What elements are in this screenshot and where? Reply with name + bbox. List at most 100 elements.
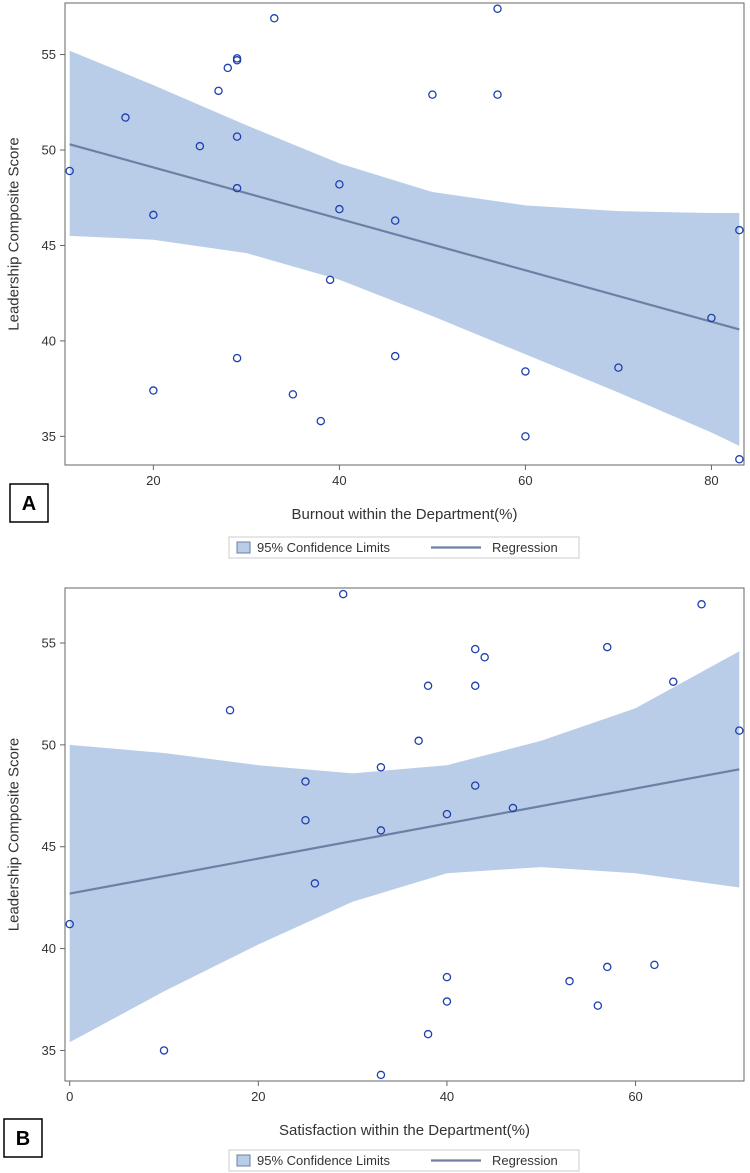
x-axis-label: Satisfaction within the Department(%): [279, 1122, 530, 1139]
data-point: [376, 826, 386, 835]
panel-a: 20 40 60 80 35 40 45 50 55 Burnout within the Dep…: [6, 2, 745, 559]
data-point: [735, 726, 744, 735]
panel-letter-box: [3, 1118, 43, 1158]
data-point: [650, 960, 659, 970]
legend-band-swatch: [236, 541, 251, 554]
panel-letter: A: [22, 493, 36, 515]
x-tick-label: 0: [66, 1089, 73, 1104]
data-point: [376, 763, 386, 772]
data-point: [470, 781, 480, 790]
data-point: [325, 275, 335, 285]
legend-line-label: Regression: [492, 540, 558, 555]
data-point: [614, 363, 623, 372]
data-point: [121, 113, 130, 122]
regression-line: [69, 768, 740, 895]
data-point: [480, 653, 489, 662]
regression-line: [69, 143, 740, 331]
legend-band-label: 95% Confidence Limits: [257, 540, 390, 555]
y-tick-label: 35: [42, 1043, 56, 1058]
data-point: [149, 210, 158, 220]
data-point: [428, 90, 437, 99]
y-tick-label: 45: [42, 238, 56, 253]
y-tick-label: 40: [42, 941, 56, 956]
legend-band-label: 95% Confidence Limits: [257, 1153, 390, 1168]
data-point: [223, 63, 233, 73]
data-point: [390, 216, 400, 225]
legend-band-swatch: [236, 1154, 251, 1167]
confidence-band: [69, 651, 740, 1043]
legend-line-label: Regression: [492, 1153, 558, 1168]
data-point: [493, 90, 502, 99]
x-tick-label: 40: [332, 473, 346, 488]
data-point: [521, 432, 530, 441]
data-point: [442, 972, 452, 982]
data-point: [301, 815, 310, 825]
data-point: [521, 367, 530, 376]
y-tick-label: 40: [42, 333, 56, 348]
legend: 95% Confidence Limits Regression: [228, 536, 580, 559]
x-axis-label: Burnout within the Department(%): [292, 506, 518, 523]
y-tick-label: 50: [42, 737, 56, 752]
data-point: [603, 962, 612, 972]
data-point: [232, 183, 242, 193]
plot-frame: [64, 587, 745, 1082]
plot-frame: [64, 2, 745, 466]
legend: 95% Confidence Limits Regression: [228, 1149, 580, 1172]
x-tick-label: 80: [704, 473, 718, 488]
x-tick-label: 40: [440, 1089, 454, 1104]
data-point: [735, 225, 744, 235]
y-tick-label: 55: [42, 47, 56, 62]
data-point: [470, 681, 480, 691]
data-point: [232, 54, 242, 63]
data-point: [735, 455, 744, 464]
data-point: [493, 4, 502, 13]
data-point: [335, 204, 344, 214]
data-point: [338, 589, 348, 599]
y-tick-label: 50: [42, 143, 56, 158]
panel-b: 0 20 40 60 35 40 45 50 55 Satisfaction within the…: [3, 587, 745, 1172]
x-tick-label: 20: [146, 473, 160, 488]
x-tick-label: 20: [251, 1089, 265, 1104]
data-point: [593, 1001, 603, 1010]
y-axis-label: Leadership Composite Score: [6, 738, 23, 931]
x-tick-label: 60: [628, 1089, 642, 1104]
data-point: [390, 351, 400, 361]
data-point: [310, 879, 320, 888]
legend-box: [228, 1149, 580, 1172]
legend-box: [228, 536, 580, 559]
y-tick-label: 55: [42, 636, 56, 651]
y-tick-label: 45: [42, 839, 56, 854]
data-point: [195, 141, 205, 151]
confidence-band: [69, 50, 740, 446]
data-point: [414, 736, 423, 746]
data-point: [316, 416, 326, 426]
data-point: [65, 166, 74, 176]
data-point: [232, 353, 242, 363]
data-point: [565, 976, 574, 986]
data-point: [214, 86, 223, 96]
panel-letter: B: [16, 1128, 30, 1150]
data-point: [423, 681, 433, 691]
data-point: [270, 14, 279, 23]
data-point: [697, 600, 706, 609]
data-point: [159, 1046, 169, 1055]
data-point: [225, 705, 235, 715]
panel-letter-box: [9, 483, 49, 523]
data-point: [301, 777, 310, 786]
data-point: [423, 1029, 433, 1039]
y-tick-label: 35: [42, 429, 56, 444]
data-point: [603, 642, 612, 652]
y-axis-label: Leadership Composite Score: [6, 137, 23, 330]
data-point: [707, 313, 716, 323]
data-point: [508, 803, 518, 813]
data-point: [149, 386, 158, 395]
data-point: [288, 390, 298, 399]
data-point: [232, 132, 242, 141]
data-point: [442, 809, 452, 819]
x-tick-label: 60: [518, 473, 532, 488]
data-point: [470, 644, 480, 654]
data-point: [335, 180, 344, 189]
data-point: [669, 677, 678, 686]
data-point: [65, 919, 74, 929]
